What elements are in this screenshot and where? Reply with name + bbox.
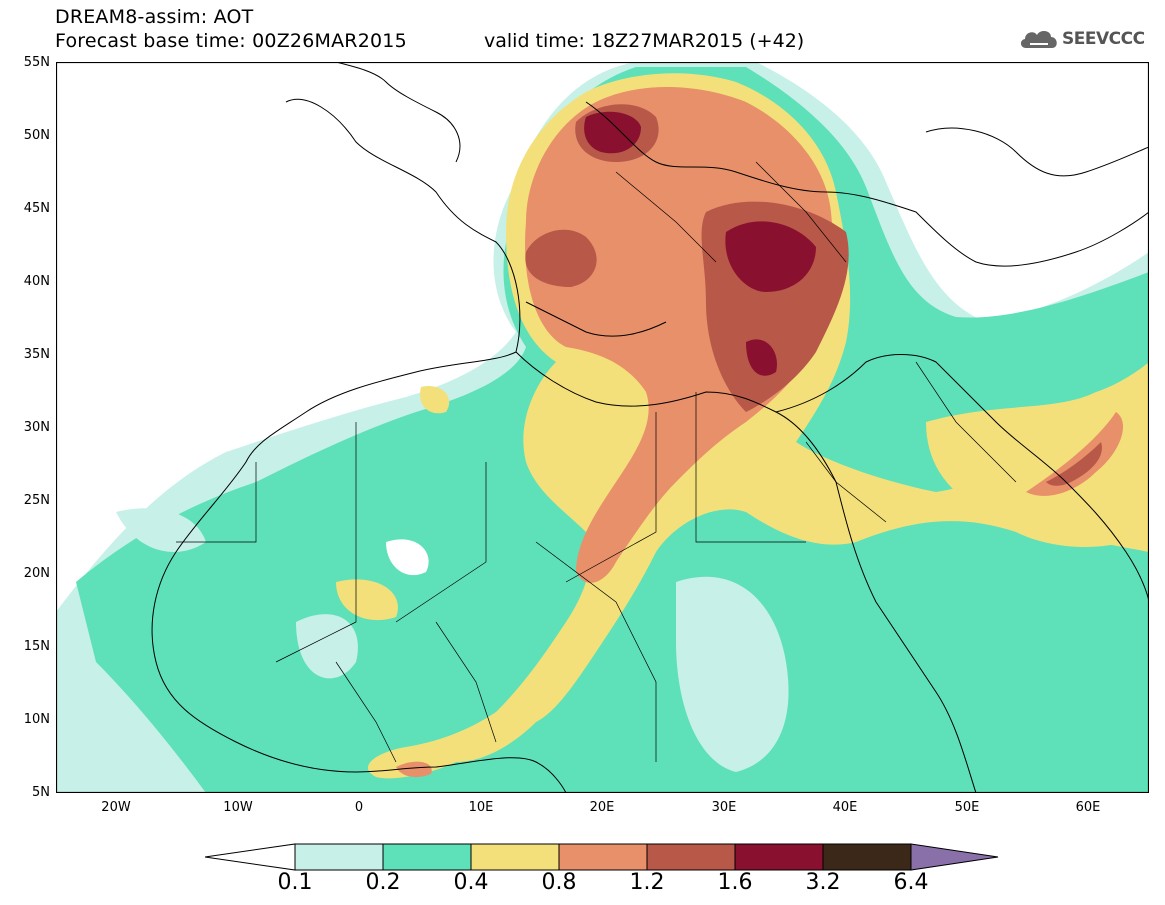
- coastlines: [151, 62, 1149, 793]
- colorbar-bin-1.2: [646, 843, 736, 871]
- colorbar-high-arrow: [910, 843, 999, 871]
- lon-label-10e: 10E: [468, 800, 494, 815]
- cloud-icon: [1020, 31, 1057, 48]
- colorbar-bin-0.8: [558, 843, 648, 871]
- colorbar-label-0.1: 0.1: [277, 870, 313, 895]
- colorbar-bin-3.2: [822, 843, 912, 871]
- colorbar-label-0.2: 0.2: [365, 870, 401, 895]
- aot-map: [56, 62, 1149, 793]
- lon-label-10w: 10W: [223, 800, 253, 815]
- colorbar-svg: [205, 843, 999, 871]
- lat-label-15n: 15N: [23, 639, 50, 654]
- lat-label-20n: 20N: [23, 566, 50, 581]
- lon-label-0: 0: [354, 800, 364, 815]
- lat-label-25n: 25N: [23, 493, 50, 508]
- lat-label-40n: 40N: [23, 274, 50, 289]
- valid-time: valid time: 18Z27MAR2015 (+42): [484, 30, 805, 52]
- lat-label-10n: 10N: [23, 712, 50, 727]
- lat-label-5n: 5N: [32, 785, 50, 800]
- colorbar-bin-0.2: [382, 843, 472, 871]
- colorbar-label-6.4: 6.4: [893, 870, 929, 895]
- colorbar: [205, 842, 1000, 872]
- lon-label-20e: 20E: [589, 800, 615, 815]
- colorbar-label-3.2: 3.2: [805, 870, 841, 895]
- lon-label-40e: 40E: [832, 800, 858, 815]
- lon-label-50e: 50E: [954, 800, 980, 815]
- lon-label-60e: 60E: [1075, 800, 1101, 815]
- lon-label-20w: 20W: [101, 800, 131, 815]
- colorbar-bin-0.1: [294, 843, 384, 871]
- lat-label-35n: 35N: [23, 347, 50, 362]
- lat-label-55n: 55N: [23, 55, 50, 70]
- colorbar-label-1.2: 1.2: [629, 870, 665, 895]
- chart-title: DREAM8-assim: AOT: [55, 6, 254, 28]
- country-borders: [176, 161, 1017, 763]
- colorbar-label-0.8: 0.8: [541, 870, 577, 895]
- seevccc-logo: SEEVCCC: [1018, 24, 1148, 54]
- colorbar-label-1.6: 1.6: [717, 870, 753, 895]
- colorbar-bin-1.6: [734, 843, 824, 871]
- lat-label-30n: 30N: [23, 420, 50, 435]
- lat-label-45n: 45N: [23, 201, 50, 216]
- colorbar-low-arrow: [205, 843, 296, 871]
- lon-label-30e: 30E: [711, 800, 737, 815]
- aot-contour-1.6: [584, 111, 816, 376]
- colorbar-label-0.4: 0.4: [453, 870, 489, 895]
- map-svg: [56, 62, 1149, 793]
- colorbar-bin-0.4: [470, 843, 560, 871]
- forecast-base-time: Forecast base time: 00Z26MAR2015: [55, 30, 407, 52]
- lat-label-50n: 50N: [23, 128, 50, 143]
- logo-text: SEEVCCC: [1062, 29, 1145, 49]
- map-frame: [56, 62, 1149, 793]
